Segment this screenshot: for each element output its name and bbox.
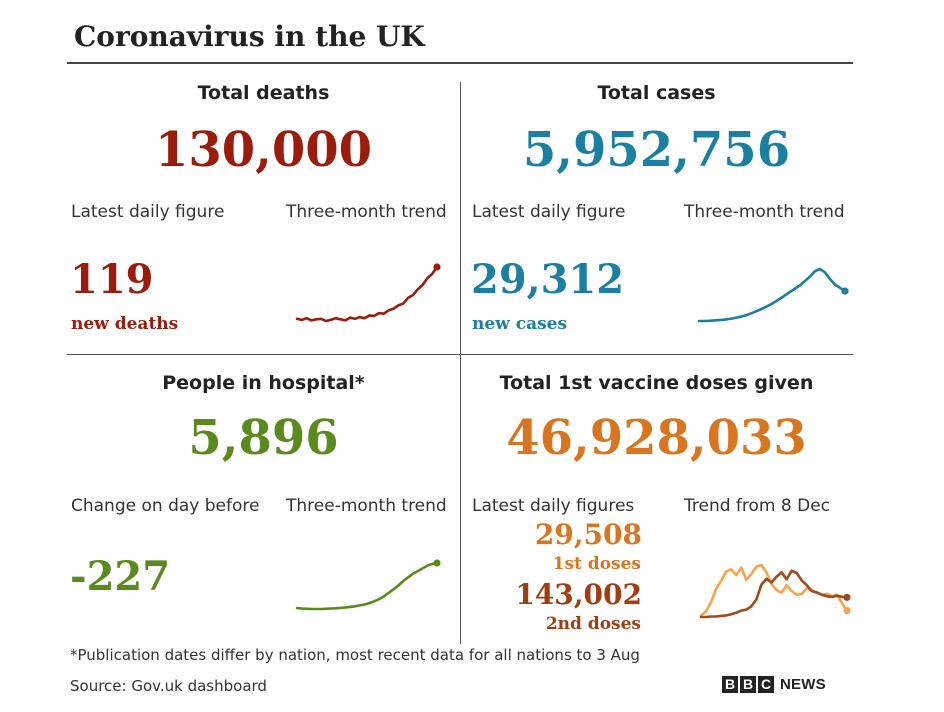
dose2-label: 2nd doses	[545, 614, 641, 634]
vaccine-trend-line-1	[699, 563, 849, 617]
logo-letter-c: C	[758, 676, 774, 693]
dose2-value: 143,002	[515, 578, 642, 611]
cases-trend-chart	[697, 267, 849, 323]
hospital-trend-line-1	[295, 561, 439, 611]
hospital-daily-label: Change on day before	[71, 496, 260, 516]
logo-letter-b1: B	[722, 676, 738, 693]
deaths-trend-chart	[295, 263, 441, 323]
vaccine-trend-end-marker-2	[843, 593, 851, 601]
deaths-trend-label: Three-month trend	[286, 202, 447, 222]
deaths-daily-label: Latest daily figure	[71, 202, 225, 222]
dose1-value: 29,508	[534, 518, 642, 551]
cases-daily-label: Latest daily figure	[472, 202, 626, 222]
cases-trend-end-marker-1	[841, 287, 849, 295]
vaccine-trend-label: Trend from 8 Dec	[684, 496, 831, 516]
deaths-daily-value: 119	[70, 256, 154, 303]
deaths-heading: Total deaths	[197, 82, 330, 104]
footnote: *Publication dates differ by nation, mos…	[70, 646, 640, 664]
deaths-daily-unit: new deaths	[71, 314, 179, 334]
hospital-trend-label: Three-month trend	[286, 496, 447, 516]
hospital-heading: People in hospital*	[162, 372, 365, 394]
horizontal-divider	[67, 354, 853, 355]
cases-trend-line-1	[697, 267, 847, 323]
vaccine-heading: Total 1st vaccine doses given	[499, 372, 814, 394]
hospital-trend-end-marker-1	[433, 559, 441, 567]
vertical-divider	[460, 82, 461, 644]
title-rule	[67, 62, 853, 64]
vaccine-trend-chart	[699, 563, 851, 619]
source-note: Source: Gov.uk dashboard	[70, 677, 267, 695]
vaccine-total: 46,928,033	[506, 410, 807, 466]
deaths-trend-end-marker-1	[433, 263, 441, 271]
cases-trend-label: Three-month trend	[684, 202, 845, 222]
vaccine-trend-end-marker-1	[843, 607, 851, 615]
cases-daily-unit: new cases	[472, 314, 568, 334]
logo-letter-b2: B	[740, 676, 756, 693]
deaths-total: 130,000	[154, 122, 373, 178]
logo-news-text: NEWS	[780, 676, 826, 693]
hospital-trend-chart	[295, 559, 441, 611]
vaccine-trend-line-2	[699, 569, 849, 619]
cases-total: 5,952,756	[522, 122, 791, 178]
hospital-daily-value: -227	[70, 553, 171, 600]
vaccine-daily-label: Latest daily figures	[472, 496, 635, 516]
hospital-total: 5,896	[188, 410, 339, 466]
bbc-news-logo: B B C NEWS	[722, 676, 826, 693]
dose1-label: 1st doses	[552, 554, 641, 574]
cases-heading: Total cases	[597, 82, 716, 104]
cases-daily-value: 29,312	[471, 256, 625, 303]
deaths-trend-line-1	[295, 265, 439, 323]
page-title: Coronavirus in the UK	[74, 20, 425, 53]
